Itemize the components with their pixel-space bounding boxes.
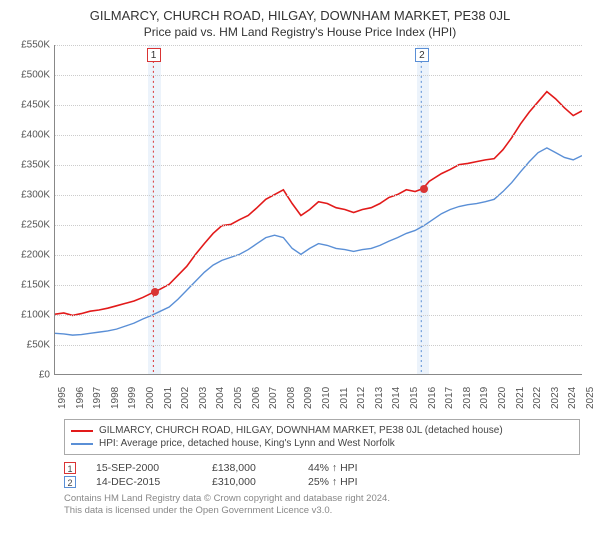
y-tick-label: £300K	[21, 190, 50, 201]
x-tick-label: 2005	[233, 387, 244, 409]
x-axis: 1995 1996 1997 1998 1999 2000 2001 2002 2003 2004…	[54, 379, 582, 413]
x-tick-label: 1999	[127, 387, 138, 409]
legend-swatch	[71, 430, 93, 432]
sale-marker: 1	[64, 462, 76, 474]
marker-box: 2	[415, 48, 429, 62]
x-tick-label: 2003	[198, 387, 209, 409]
x-tick-label: 2022	[532, 387, 543, 409]
sale-delta: 25% ↑ HPI	[308, 476, 398, 488]
x-tick-label: 2017	[444, 387, 455, 409]
gridline	[55, 75, 582, 76]
plot-area: £0£50K£100K£150K£200K£250K£300K£350K£400…	[54, 45, 582, 375]
y-tick-label: £550K	[21, 40, 50, 51]
sales-table: 1 15-SEP-2000 £138,000 44% ↑ HPI 2 14-DEC-201…	[64, 461, 580, 489]
y-tick-label: £50K	[27, 340, 50, 351]
gridline	[55, 345, 582, 346]
gridline	[55, 165, 582, 166]
x-tick-label: 2014	[391, 387, 402, 409]
x-tick-label: 1996	[75, 387, 86, 409]
x-tick-label: 2008	[286, 387, 297, 409]
x-tick-label: 2021	[515, 387, 526, 409]
y-tick-label: £250K	[21, 220, 50, 231]
x-tick-label: 2018	[462, 387, 473, 409]
gridline	[55, 255, 582, 256]
x-tick-label: 2007	[268, 387, 279, 409]
legend: GILMARCY, CHURCH ROAD, HILGAY, DOWNHAM M…	[64, 419, 580, 455]
x-tick-label: 2002	[180, 387, 191, 409]
x-tick-label: 2024	[567, 387, 578, 409]
plot-inner: 12	[54, 45, 582, 375]
series-property	[55, 92, 582, 316]
sale-date: 14-DEC-2015	[96, 476, 206, 488]
footer-line: Contains HM Land Registry data © Crown c…	[64, 493, 580, 505]
x-tick-label: 2015	[409, 387, 420, 409]
y-tick-label: £100K	[21, 310, 50, 321]
gridline	[55, 135, 582, 136]
chart-title: GILMARCY, CHURCH ROAD, HILGAY, DOWNHAM M…	[10, 8, 590, 23]
sale-point	[151, 288, 159, 296]
x-tick-label: 2023	[550, 387, 561, 409]
legend-label: GILMARCY, CHURCH ROAD, HILGAY, DOWNHAM M…	[99, 425, 503, 436]
series-hpi	[55, 148, 582, 335]
sale-marker: 2	[64, 476, 76, 488]
x-tick-label: 2004	[215, 387, 226, 409]
x-tick-label: 1995	[57, 387, 68, 409]
gridline	[55, 285, 582, 286]
gridline	[55, 315, 582, 316]
y-tick-label: £400K	[21, 130, 50, 141]
sale-date: 15-SEP-2000	[96, 462, 206, 474]
x-tick-label: 2020	[497, 387, 508, 409]
y-tick-label: £450K	[21, 100, 50, 111]
y-tick-label: £150K	[21, 280, 50, 291]
gridline	[55, 225, 582, 226]
legend-item: HPI: Average price, detached house, King…	[71, 437, 573, 450]
line-series-svg	[55, 45, 582, 374]
x-tick-label: 2013	[374, 387, 385, 409]
x-tick-label: 2009	[303, 387, 314, 409]
chart-container: GILMARCY, CHURCH ROAD, HILGAY, DOWNHAM M…	[0, 0, 600, 526]
sale-row: 1 15-SEP-2000 £138,000 44% ↑ HPI	[64, 461, 580, 475]
x-tick-label: 2016	[427, 387, 438, 409]
legend-swatch	[71, 443, 93, 445]
x-tick-label: 1997	[92, 387, 103, 409]
gridline	[55, 105, 582, 106]
x-tick-label: 2011	[339, 387, 350, 409]
footer-line: This data is licensed under the Open Gov…	[64, 505, 580, 517]
sale-price: £310,000	[212, 476, 302, 488]
sale-row: 2 14-DEC-2015 £310,000 25% ↑ HPI	[64, 475, 580, 489]
marker-box: 1	[147, 48, 161, 62]
x-tick-label: 2025	[585, 387, 596, 409]
y-tick-label: £350K	[21, 160, 50, 171]
footer-attribution: Contains HM Land Registry data © Crown c…	[64, 493, 580, 518]
y-tick-label: £200K	[21, 250, 50, 261]
y-axis: £0£50K£100K£150K£200K£250K£300K£350K£400…	[10, 45, 54, 375]
sale-price: £138,000	[212, 462, 302, 474]
chart-subtitle: Price paid vs. HM Land Registry's House …	[10, 25, 590, 39]
legend-label: HPI: Average price, detached house, King…	[99, 438, 395, 449]
x-tick-label: 2000	[145, 387, 156, 409]
gridline	[55, 45, 582, 46]
x-tick-label: 2010	[321, 387, 332, 409]
y-tick-label: £500K	[21, 70, 50, 81]
legend-item: GILMARCY, CHURCH ROAD, HILGAY, DOWNHAM M…	[71, 424, 573, 437]
x-tick-label: 2006	[251, 387, 262, 409]
y-tick-label: £0	[39, 370, 50, 381]
sale-delta: 44% ↑ HPI	[308, 462, 398, 474]
x-tick-label: 2012	[356, 387, 367, 409]
x-tick-label: 2019	[479, 387, 490, 409]
gridline	[55, 195, 582, 196]
x-tick-label: 2001	[163, 387, 174, 409]
x-tick-label: 1998	[110, 387, 121, 409]
sale-point	[420, 185, 428, 193]
